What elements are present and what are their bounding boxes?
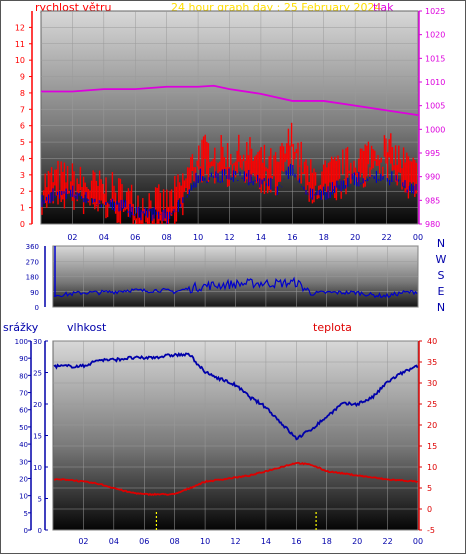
rain-tick-label: 50: [19, 424, 28, 432]
pressure-tick-label: 1010: [425, 78, 445, 87]
wind-tick-label: 0: [20, 220, 25, 229]
wind-tick-label: 7: [20, 105, 25, 114]
wind-tick-label: 2: [20, 187, 25, 196]
pressure-tick-label: 1025: [425, 7, 445, 16]
x-tick-label: 12: [230, 537, 240, 546]
temperature-tick-label: 15: [427, 442, 437, 451]
x-tick-label: 02: [78, 537, 88, 546]
x-tick-label: 18: [319, 233, 329, 242]
x-tick-label: 08: [162, 233, 172, 242]
compass-label: S: [438, 269, 445, 282]
x-tick-label: 04: [99, 233, 109, 242]
x-tick-label: 12: [224, 233, 234, 242]
direction-tick-label: 180: [26, 274, 39, 282]
wind-tick-label: 8: [20, 89, 25, 98]
wind-tick-label: 1: [20, 204, 25, 213]
rain-tick-label: 10: [19, 493, 28, 501]
pressure-tick-label: 1020: [425, 31, 445, 40]
pressure-tick-label: 985: [425, 196, 440, 205]
direction-tick-label: 360: [26, 243, 39, 251]
wind-direction-line: [53, 276, 418, 299]
wind-tick-label: 11: [15, 40, 25, 49]
x-tick-label: 04: [109, 537, 119, 546]
pressure-tick-label: 980: [425, 220, 440, 229]
rain-tick-label: 100: [15, 338, 28, 346]
temperature-tick-label: -5: [427, 526, 435, 535]
humidity-tick-label: 5: [38, 496, 42, 504]
wind-tick-label: 4: [20, 154, 25, 163]
compass-label: N: [437, 301, 445, 314]
humidity-axis-label: vlhkost: [67, 321, 107, 334]
compass-label: N: [437, 237, 445, 250]
direction-tick-label: 90: [30, 289, 39, 297]
direction-grid: [53, 245, 419, 308]
wind-tick-label: 6: [20, 122, 25, 131]
wind-tick-label: 10: [15, 56, 25, 65]
compass-label: E: [438, 285, 445, 298]
temperature-tick-label: 5: [427, 484, 432, 493]
pressure-tick-label: 1005: [425, 102, 445, 111]
wind-grid: [41, 11, 419, 225]
temperature-axis-label: teplota: [313, 321, 352, 334]
x-tick-label: 02: [67, 233, 77, 242]
pressure-tick-label: 990: [425, 173, 440, 182]
rain-axis-label: srážky: [3, 321, 39, 334]
rain-tick-label: 80: [19, 372, 28, 380]
humidity-tick-label: 10: [33, 464, 42, 472]
x-tick-label: 00: [413, 537, 423, 546]
humidity-tick-label: 0: [38, 527, 42, 535]
x-tick-label: 00: [413, 233, 423, 242]
temperature-tick-label: 20: [427, 421, 437, 430]
pressure-tick-label: 995: [425, 149, 440, 158]
rain-tick-label: 70: [19, 390, 28, 398]
rain-tick-label: 20: [19, 475, 28, 483]
x-tick-label: 20: [350, 233, 360, 242]
rain-tick-label: 60: [19, 407, 28, 415]
humidity-line: [53, 351, 419, 441]
humidity-tick-label: 15: [33, 433, 42, 441]
x-tick-label: 10: [200, 537, 210, 546]
direction-tick-label: 270: [26, 258, 39, 266]
x-tick-label: 10: [193, 233, 203, 242]
x-tick-label: 18: [322, 537, 332, 546]
wind-tick-label: 3: [20, 171, 25, 180]
x-tick-label: 06: [130, 233, 140, 242]
temperature-tick-label: 10: [427, 463, 437, 472]
x-tick-label: 06: [139, 537, 149, 546]
humidity-tick-label: 20: [33, 401, 42, 409]
x-tick-label: 16: [287, 233, 297, 242]
x-tick-label: 20: [352, 537, 362, 546]
compass-label: W: [436, 253, 447, 266]
pressure-tick-label: 1015: [425, 54, 445, 63]
temperature-tick-label: 35: [427, 358, 437, 367]
rain-tick-label: 90: [19, 355, 28, 363]
rain-tick-label: 5: [24, 510, 28, 518]
wind-tick-label: 9: [20, 73, 25, 82]
x-tick-label: 14: [261, 537, 271, 546]
humidity-tick-label: 25: [33, 370, 42, 378]
rain-tick-label: 40: [19, 441, 28, 449]
x-tick-label: 22: [381, 233, 391, 242]
temperature-tick-label: 30: [427, 379, 437, 388]
rain-tick-label: 0: [24, 527, 28, 535]
x-tick-label: 22: [382, 537, 392, 546]
x-tick-label: 08: [170, 537, 180, 546]
temperature-line: [53, 461, 419, 497]
humidity-grid: [53, 340, 419, 531]
temperature-tick-label: 25: [427, 400, 437, 409]
wind-tick-label: 5: [20, 138, 25, 147]
temperature-tick-label: 0: [427, 505, 432, 514]
wind-tick-label: 12: [15, 23, 25, 32]
pressure-tick-label: 1000: [425, 125, 445, 134]
x-tick-label: 16: [291, 537, 301, 546]
x-tick-label: 14: [256, 233, 266, 242]
temperature-tick-label: 40: [427, 337, 437, 346]
humidity-tick-label: 30: [33, 338, 42, 346]
pressure-line: [41, 84, 419, 117]
direction-tick-label: 0: [35, 304, 39, 312]
rain-tick-label: 30: [19, 458, 28, 466]
